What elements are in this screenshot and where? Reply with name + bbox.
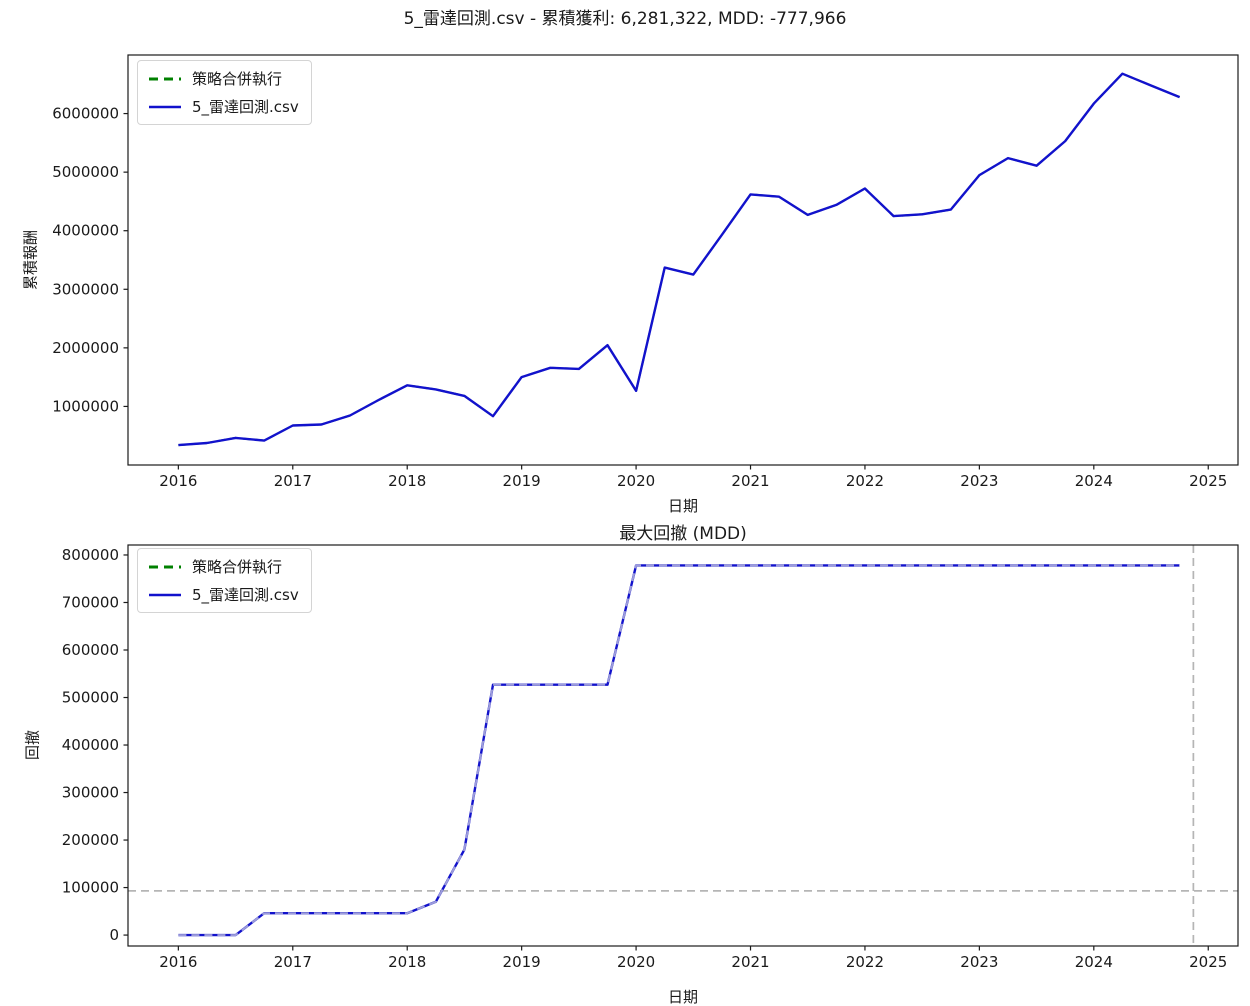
y-tick-label: 4000000	[52, 222, 119, 240]
top-chart-legend: 策略合併執行 5_雷達回測.csv	[137, 60, 312, 125]
solid-line-swatch-icon	[149, 593, 181, 596]
legend-label-backtest-file: 5_雷達回測.csv	[192, 98, 299, 116]
x-tick-label: 2024	[1075, 472, 1113, 490]
solid-line-swatch-icon	[149, 105, 181, 108]
series-line-merged-strategy	[178, 564, 1180, 937]
legend-label-merged-strategy: 策略合併執行	[192, 558, 283, 576]
dashed-line-swatch-icon	[149, 77, 181, 80]
y-tick-label: 1000000	[52, 397, 119, 415]
y-tick-label: 500000	[62, 689, 119, 707]
bottom-xaxis-label: 日期	[667, 988, 698, 1006]
x-tick-label: 2025	[1189, 953, 1227, 971]
x-tick-label: 2016	[159, 953, 197, 971]
legend-item-merged-strategy: 策略合併執行	[148, 68, 299, 89]
y-tick-label: 2000000	[52, 339, 119, 357]
x-tick-label: 2022	[846, 472, 884, 490]
series-line-backtest-file	[178, 72, 1181, 447]
top-yaxis-label: 累積報酬	[21, 229, 40, 291]
x-tick-label: 2017	[274, 953, 312, 971]
x-tick-label: 2017	[274, 472, 312, 490]
bottom-chart-legend: 策略合併執行 5_雷達回測.csv	[137, 548, 312, 613]
bottom-yaxis-label: 回撤	[23, 729, 42, 761]
legend-item-merged-strategy: 策略合併執行	[148, 556, 299, 577]
series-line-merged-strategy	[178, 72, 1180, 447]
x-tick-label: 2020	[617, 472, 655, 490]
y-tick-label: 100000	[62, 879, 119, 897]
top-xaxis-label: 日期	[667, 497, 698, 515]
y-tick-label: 5000000	[52, 163, 119, 181]
x-tick-label: 2018	[388, 953, 426, 971]
y-tick-label: 300000	[62, 784, 119, 802]
x-tick-label: 2016	[159, 472, 197, 490]
dashed-line-swatch-icon	[149, 565, 181, 568]
y-tick-label: 6000000	[52, 105, 119, 123]
y-tick-label: 0	[109, 926, 119, 944]
x-tick-label: 2020	[617, 953, 655, 971]
x-tick-label: 2023	[960, 472, 998, 490]
legend-label-backtest-file: 5_雷達回測.csv	[192, 586, 299, 604]
y-tick-label: 700000	[62, 593, 119, 611]
y-tick-label: 800000	[62, 546, 119, 564]
x-tick-label: 2024	[1075, 953, 1113, 971]
series-line-backtest-file	[178, 564, 1180, 937]
x-tick-label: 2021	[731, 472, 769, 490]
figure-title: 5_雷達回測.csv - 累積獲利: 6,281,322, MDD: -777,…	[403, 9, 847, 29]
y-tick-label: 400000	[62, 736, 119, 754]
plot-border	[127, 54, 1239, 466]
legend-label-merged-strategy: 策略合併執行	[192, 70, 283, 88]
x-tick-label: 2018	[388, 472, 426, 490]
x-tick-label: 2019	[503, 472, 541, 490]
y-tick-label: 200000	[62, 831, 119, 849]
x-tick-label: 2025	[1189, 472, 1227, 490]
legend-item-backtest-file: 5_雷達回測.csv	[148, 96, 299, 117]
x-tick-label: 2021	[731, 953, 769, 971]
x-tick-label: 2023	[960, 953, 998, 971]
bottom-chart-title: 最大回撤 (MDD)	[619, 524, 747, 544]
x-tick-label: 2019	[503, 953, 541, 971]
y-tick-label: 3000000	[52, 280, 119, 298]
legend-item-backtest-file: 5_雷達回測.csv	[148, 584, 299, 605]
y-tick-label: 600000	[62, 641, 119, 659]
x-tick-label: 2022	[846, 953, 884, 971]
